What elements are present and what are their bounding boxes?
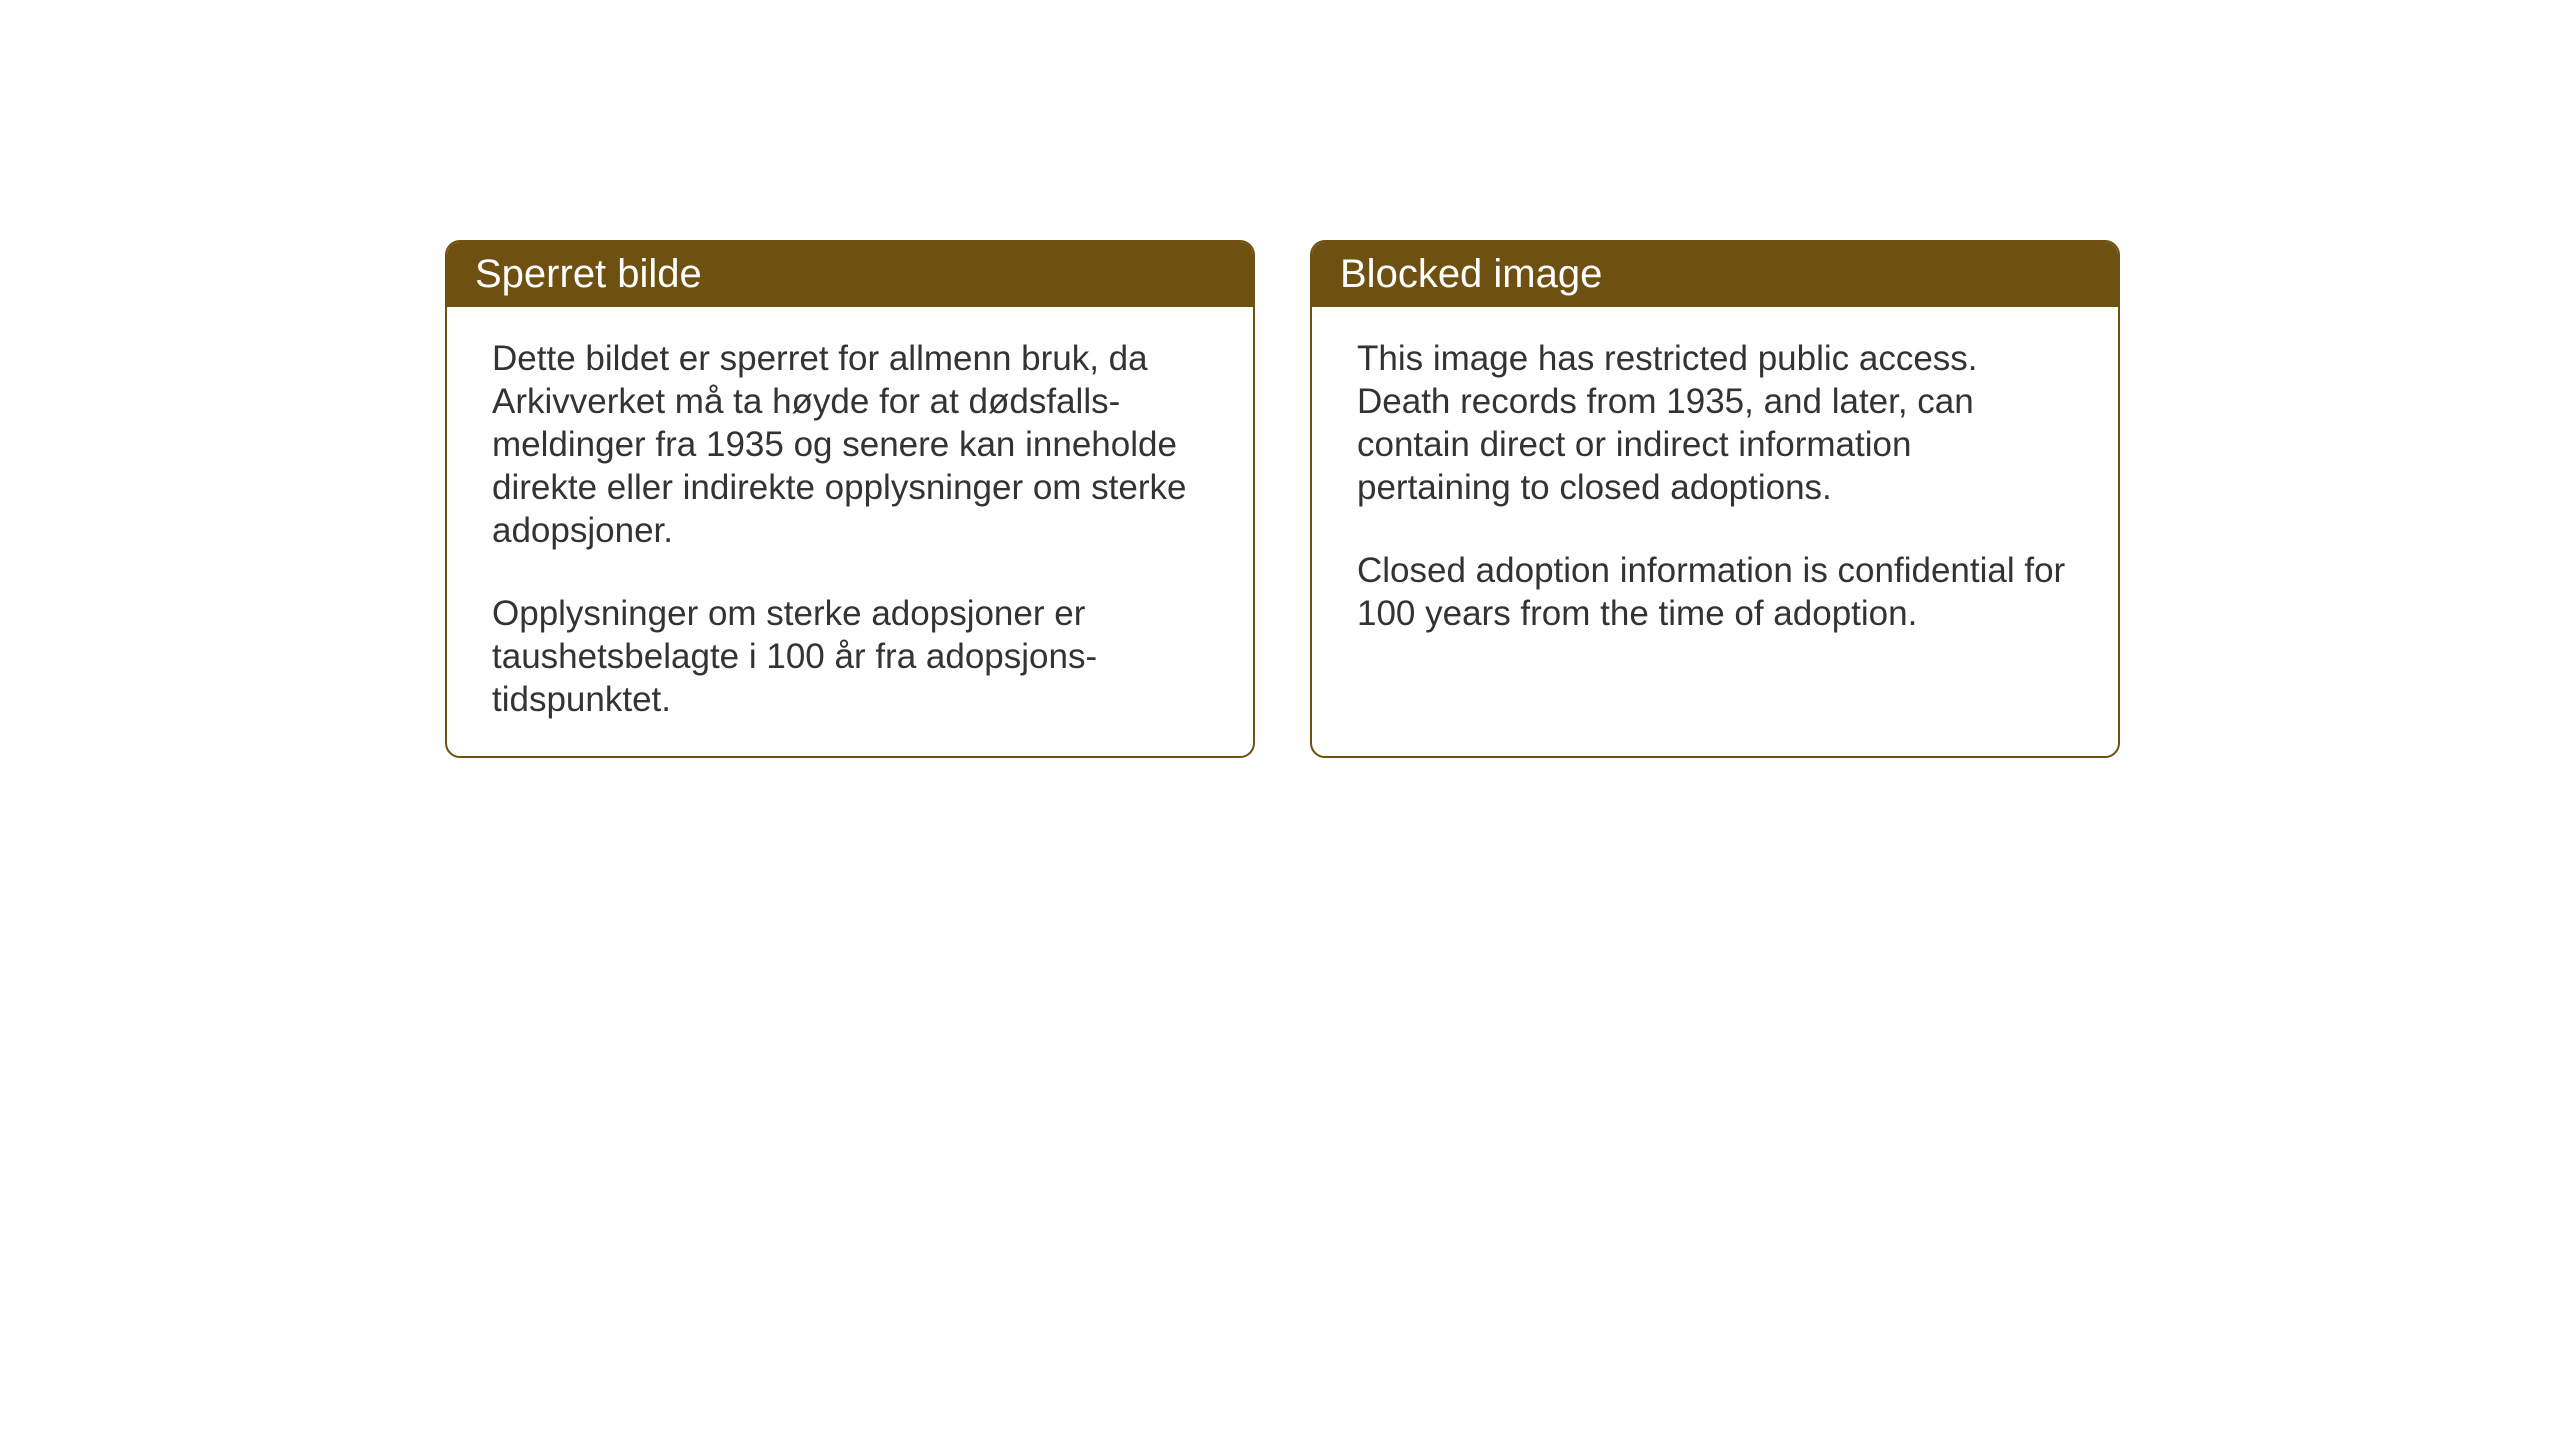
english-paragraph-2: Closed adoption information is confident…: [1357, 549, 2073, 635]
notification-cards-container: Sperret bilde Dette bildet er sperret fo…: [445, 240, 2120, 758]
english-paragraph-1: This image has restricted public access.…: [1357, 337, 2073, 509]
norwegian-card-body: Dette bildet er sperret for allmenn bruk…: [447, 307, 1253, 756]
english-card-title: Blocked image: [1312, 242, 2118, 307]
english-card-body: This image has restricted public access.…: [1312, 307, 2118, 670]
norwegian-paragraph-2: Opplysninger om sterke adopsjoner er tau…: [492, 592, 1208, 721]
norwegian-card-title: Sperret bilde: [447, 242, 1253, 307]
english-card: Blocked image This image has restricted …: [1310, 240, 2120, 758]
norwegian-paragraph-1: Dette bildet er sperret for allmenn bruk…: [492, 337, 1208, 552]
norwegian-card: Sperret bilde Dette bildet er sperret fo…: [445, 240, 1255, 758]
